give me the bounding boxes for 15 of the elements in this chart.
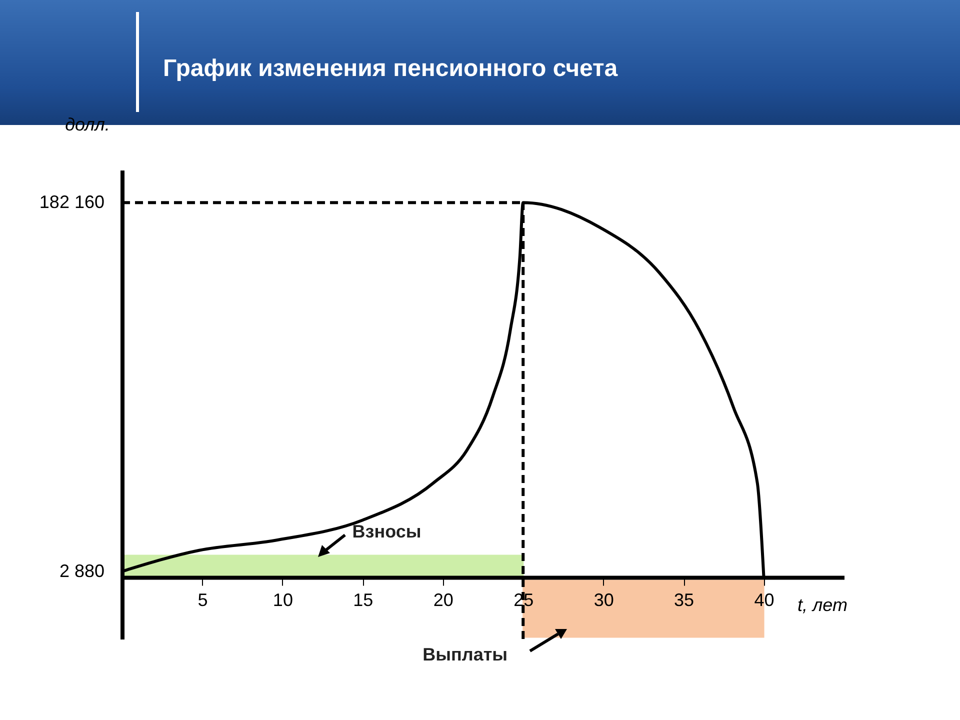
band-label: Выплаты bbox=[422, 644, 508, 664]
y-tick-label: 182 160 bbox=[39, 192, 104, 212]
x-tick-label: 5 bbox=[198, 590, 208, 610]
x-axis-title: t, лет bbox=[798, 594, 848, 615]
x-tick-label: 40 bbox=[754, 590, 774, 610]
x-tick-label: 25 bbox=[514, 590, 534, 610]
band-label: Взносы bbox=[352, 521, 422, 542]
y-axis-title: долл. bbox=[65, 114, 110, 134]
x-tick-label: 15 bbox=[353, 590, 374, 610]
chart-title: График изменения пенсионного счета bbox=[163, 55, 618, 83]
x-tick-label: 35 bbox=[674, 590, 694, 610]
x-tick-label: 30 bbox=[594, 590, 614, 610]
x-tick-label: 10 bbox=[272, 590, 293, 610]
x-tick-label: 20 bbox=[433, 590, 454, 610]
y-tick-label: 2 880 bbox=[59, 560, 104, 581]
